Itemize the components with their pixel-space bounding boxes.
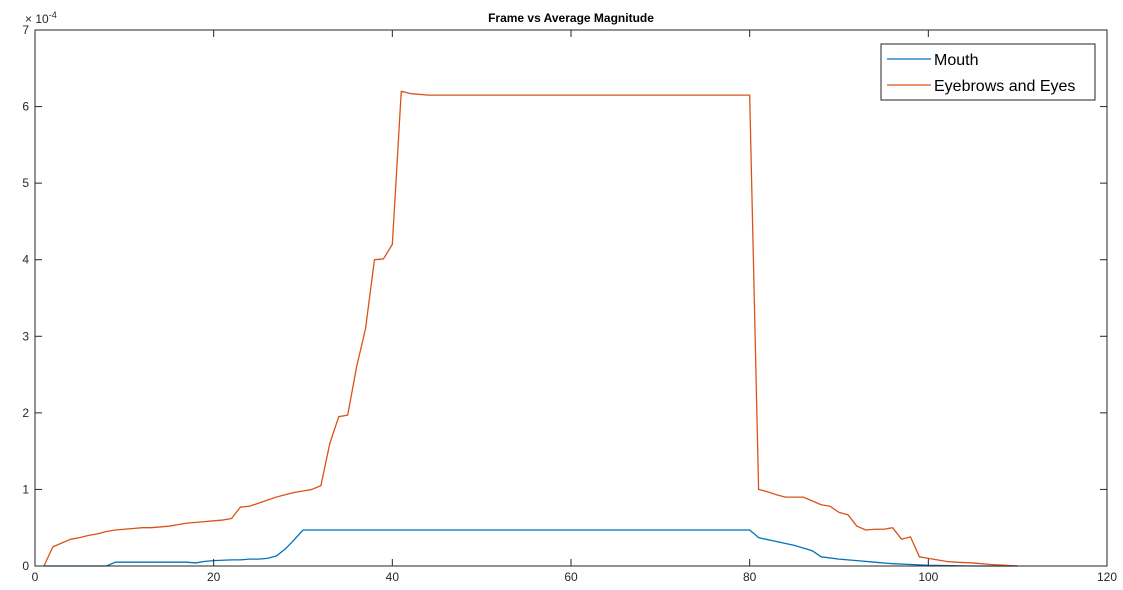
x-tick-label-80: 80 xyxy=(743,570,757,584)
y-exponent-base: × 10 xyxy=(25,12,49,26)
legend-box xyxy=(880,43,1096,101)
y-exponent-label: × 10-4 xyxy=(25,10,57,26)
y-tick-label-0: 0 xyxy=(22,559,29,573)
legend-label-eyebrows-and-eyes: Eyebrows and Eyes xyxy=(934,78,1075,95)
x-tick-label-0: 0 xyxy=(32,570,39,584)
y-tick-label-5: 5 xyxy=(22,176,29,190)
y-tick-label-7: 7 xyxy=(22,23,29,37)
legend: Mouth Eyebrows and Eyes xyxy=(880,43,1096,101)
y-tick-label-4: 4 xyxy=(22,253,29,267)
y-tick-label-6: 6 xyxy=(22,100,29,114)
y-tick-label-2: 2 xyxy=(22,406,29,420)
x-tick-label-20: 20 xyxy=(207,570,221,584)
y-tick-label-3: 3 xyxy=(22,329,29,343)
ticks-layer: 0 20 40 60 80 100 120 0 1 2 3 4 5 6 7 xyxy=(22,23,1117,584)
x-tick-label-120: 120 xyxy=(1097,570,1117,584)
y-exponent-power: -4 xyxy=(49,10,57,20)
axes-box xyxy=(34,29,1108,567)
chart-title: Frame vs Average Magnitude xyxy=(488,11,654,25)
series-line-eyebrows-and-eyes xyxy=(43,90,1018,567)
y-tick-label-1: 1 xyxy=(22,482,29,496)
x-tick-label-100: 100 xyxy=(918,570,938,584)
legend-label-mouth: Mouth xyxy=(934,52,978,69)
x-tick-label-40: 40 xyxy=(386,570,400,584)
x-tick-label-60: 60 xyxy=(564,570,578,584)
svg-text:× 10-4: × 10-4 xyxy=(25,10,57,26)
series-layer xyxy=(43,90,1018,567)
series-line-mouth xyxy=(43,529,1018,567)
plot-area xyxy=(35,30,1107,566)
